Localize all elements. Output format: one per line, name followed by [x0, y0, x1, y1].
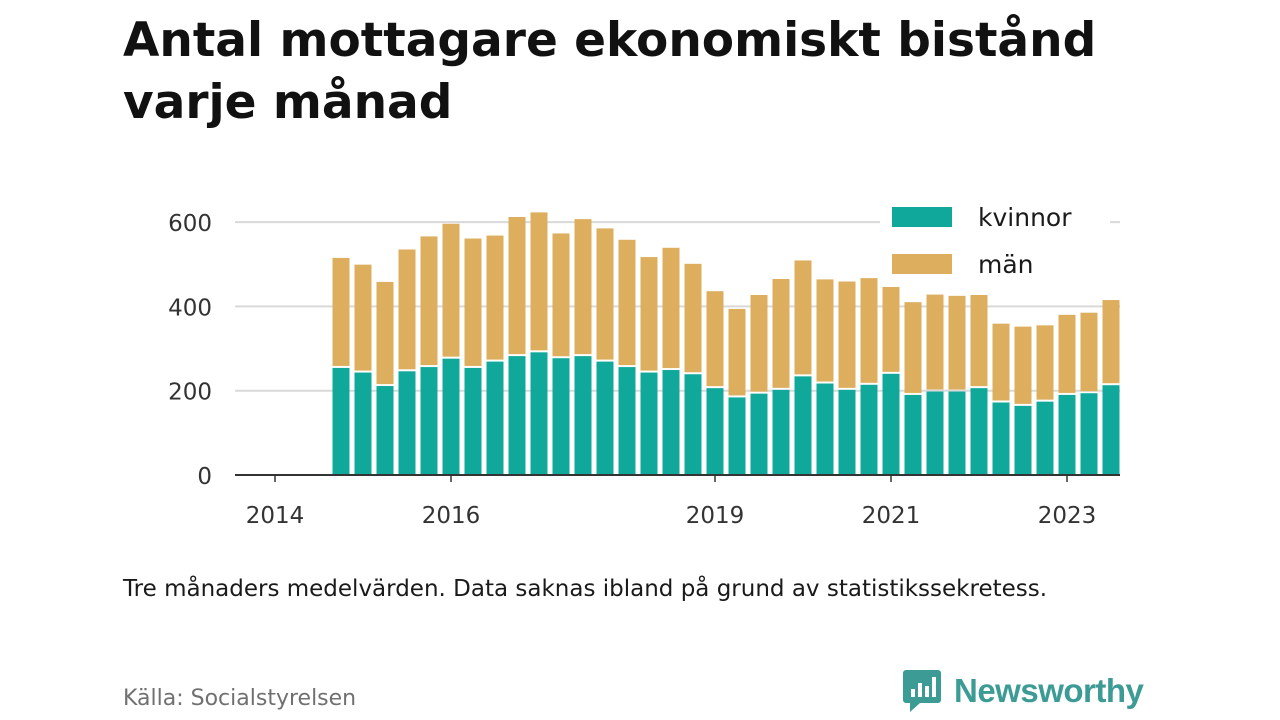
bar-kvinnor — [354, 372, 372, 475]
bar-man — [728, 308, 746, 396]
bar-kvinnor — [574, 356, 592, 475]
y-tick-label: 0 — [197, 464, 212, 490]
axes: 0 200 400 600 2014 2016 2019 2021 2023 — [168, 211, 1120, 529]
bar-man — [552, 233, 570, 357]
bar-kvinnor — [486, 361, 504, 475]
brand-logo: Newsworthy — [902, 668, 1144, 714]
bar-kvinnor — [442, 358, 460, 475]
bar-kvinnor — [640, 372, 658, 475]
bar-man — [508, 217, 526, 355]
y-tick-label: 600 — [168, 211, 212, 237]
x-tick-label: 2019 — [686, 503, 745, 529]
bar-man — [530, 212, 548, 351]
bar-man — [1102, 300, 1120, 384]
legend: kvinnor män — [880, 195, 1110, 287]
bar-series — [332, 212, 1120, 475]
bar-man — [332, 257, 350, 366]
bar-man — [926, 294, 944, 390]
x-tick-label: 2023 — [1038, 503, 1097, 529]
bar-man — [398, 249, 416, 370]
bar-kvinnor — [618, 367, 636, 475]
bar-kvinnor — [1080, 393, 1098, 475]
bar-man — [706, 291, 724, 387]
bar-man — [1080, 312, 1098, 392]
legend-swatch-man — [892, 254, 952, 274]
legend-label-kvinnor: kvinnor — [978, 203, 1072, 232]
bar-man — [970, 295, 988, 387]
bar-kvinnor — [398, 371, 416, 475]
x-tick-label: 2014 — [246, 503, 305, 529]
bar-kvinnor — [816, 383, 834, 475]
bar-kvinnor — [970, 388, 988, 475]
bar-man — [948, 295, 966, 390]
bar-kvinnor — [684, 374, 702, 475]
newsworthy-logo-icon — [903, 670, 941, 712]
bar-kvinnor — [464, 367, 482, 475]
bar-man — [596, 228, 614, 360]
bar-man — [1036, 325, 1054, 400]
bar-man — [1058, 314, 1076, 393]
bar-man — [420, 236, 438, 366]
bar-man — [838, 281, 856, 388]
x-tick-label: 2016 — [422, 503, 481, 529]
bar-kvinnor — [992, 402, 1010, 475]
source-text: Källa: Socialstyrelsen — [123, 686, 357, 711]
bar-man — [486, 235, 504, 360]
bar-man — [354, 264, 372, 371]
y-tick-label: 400 — [168, 295, 212, 321]
bar-man — [904, 302, 922, 393]
bar-kvinnor — [882, 373, 900, 475]
bar-man — [442, 223, 460, 357]
bar-man — [882, 261, 900, 372]
y-tick-label: 200 — [168, 380, 212, 406]
stacked-bar-chart: 0 200 400 600 2014 2016 2019 2021 2023 kvinnor m… — [168, 195, 1120, 529]
bar-kvinnor — [596, 361, 614, 475]
bar-kvinnor — [750, 393, 768, 475]
bar-man — [618, 239, 636, 366]
bar-kvinnor — [838, 389, 856, 475]
brand-name: Newsworthy — [954, 672, 1144, 709]
bar-man — [640, 257, 658, 371]
bar-kvinnor — [552, 358, 570, 475]
bar-kvinnor — [794, 376, 812, 475]
bar-kvinnor — [1036, 401, 1054, 475]
bar-man — [992, 323, 1010, 401]
chart-title: Antal mottagare ekonomiskt bistånd varje… — [123, 13, 1097, 130]
bar-kvinnor — [662, 370, 680, 475]
bar-kvinnor — [420, 367, 438, 475]
bar-man — [464, 238, 482, 366]
bar-man — [662, 247, 680, 369]
bar-kvinnor — [1102, 385, 1120, 475]
bar-kvinnor — [772, 389, 790, 475]
bar-man — [794, 260, 812, 375]
bar-man — [750, 295, 768, 392]
bar-kvinnor — [728, 397, 746, 475]
legend-label-man: män — [978, 250, 1034, 279]
bar-kvinnor — [706, 388, 724, 475]
bar-man — [376, 281, 394, 385]
bar-man — [684, 263, 702, 373]
legend-swatch-kvinnor — [892, 207, 952, 227]
bar-kvinnor — [530, 352, 548, 475]
bar-man — [574, 219, 592, 355]
bar-kvinnor — [948, 391, 966, 475]
bar-kvinnor — [376, 386, 394, 475]
chart-note: Tre månaders medelvärden. Data saknas ib… — [123, 576, 1048, 602]
bar-kvinnor — [926, 391, 944, 475]
bar-kvinnor — [904, 394, 922, 475]
bar-kvinnor — [860, 384, 878, 475]
bar-kvinnor — [1014, 405, 1032, 475]
bar-kvinnor — [332, 367, 350, 475]
bar-man — [772, 278, 790, 388]
x-tick-label: 2021 — [862, 503, 921, 529]
bar-kvinnor — [1058, 394, 1076, 475]
bar-man — [860, 278, 878, 383]
bar-kvinnor — [508, 356, 526, 475]
bar-man — [1014, 326, 1032, 404]
bar-man — [816, 279, 834, 382]
